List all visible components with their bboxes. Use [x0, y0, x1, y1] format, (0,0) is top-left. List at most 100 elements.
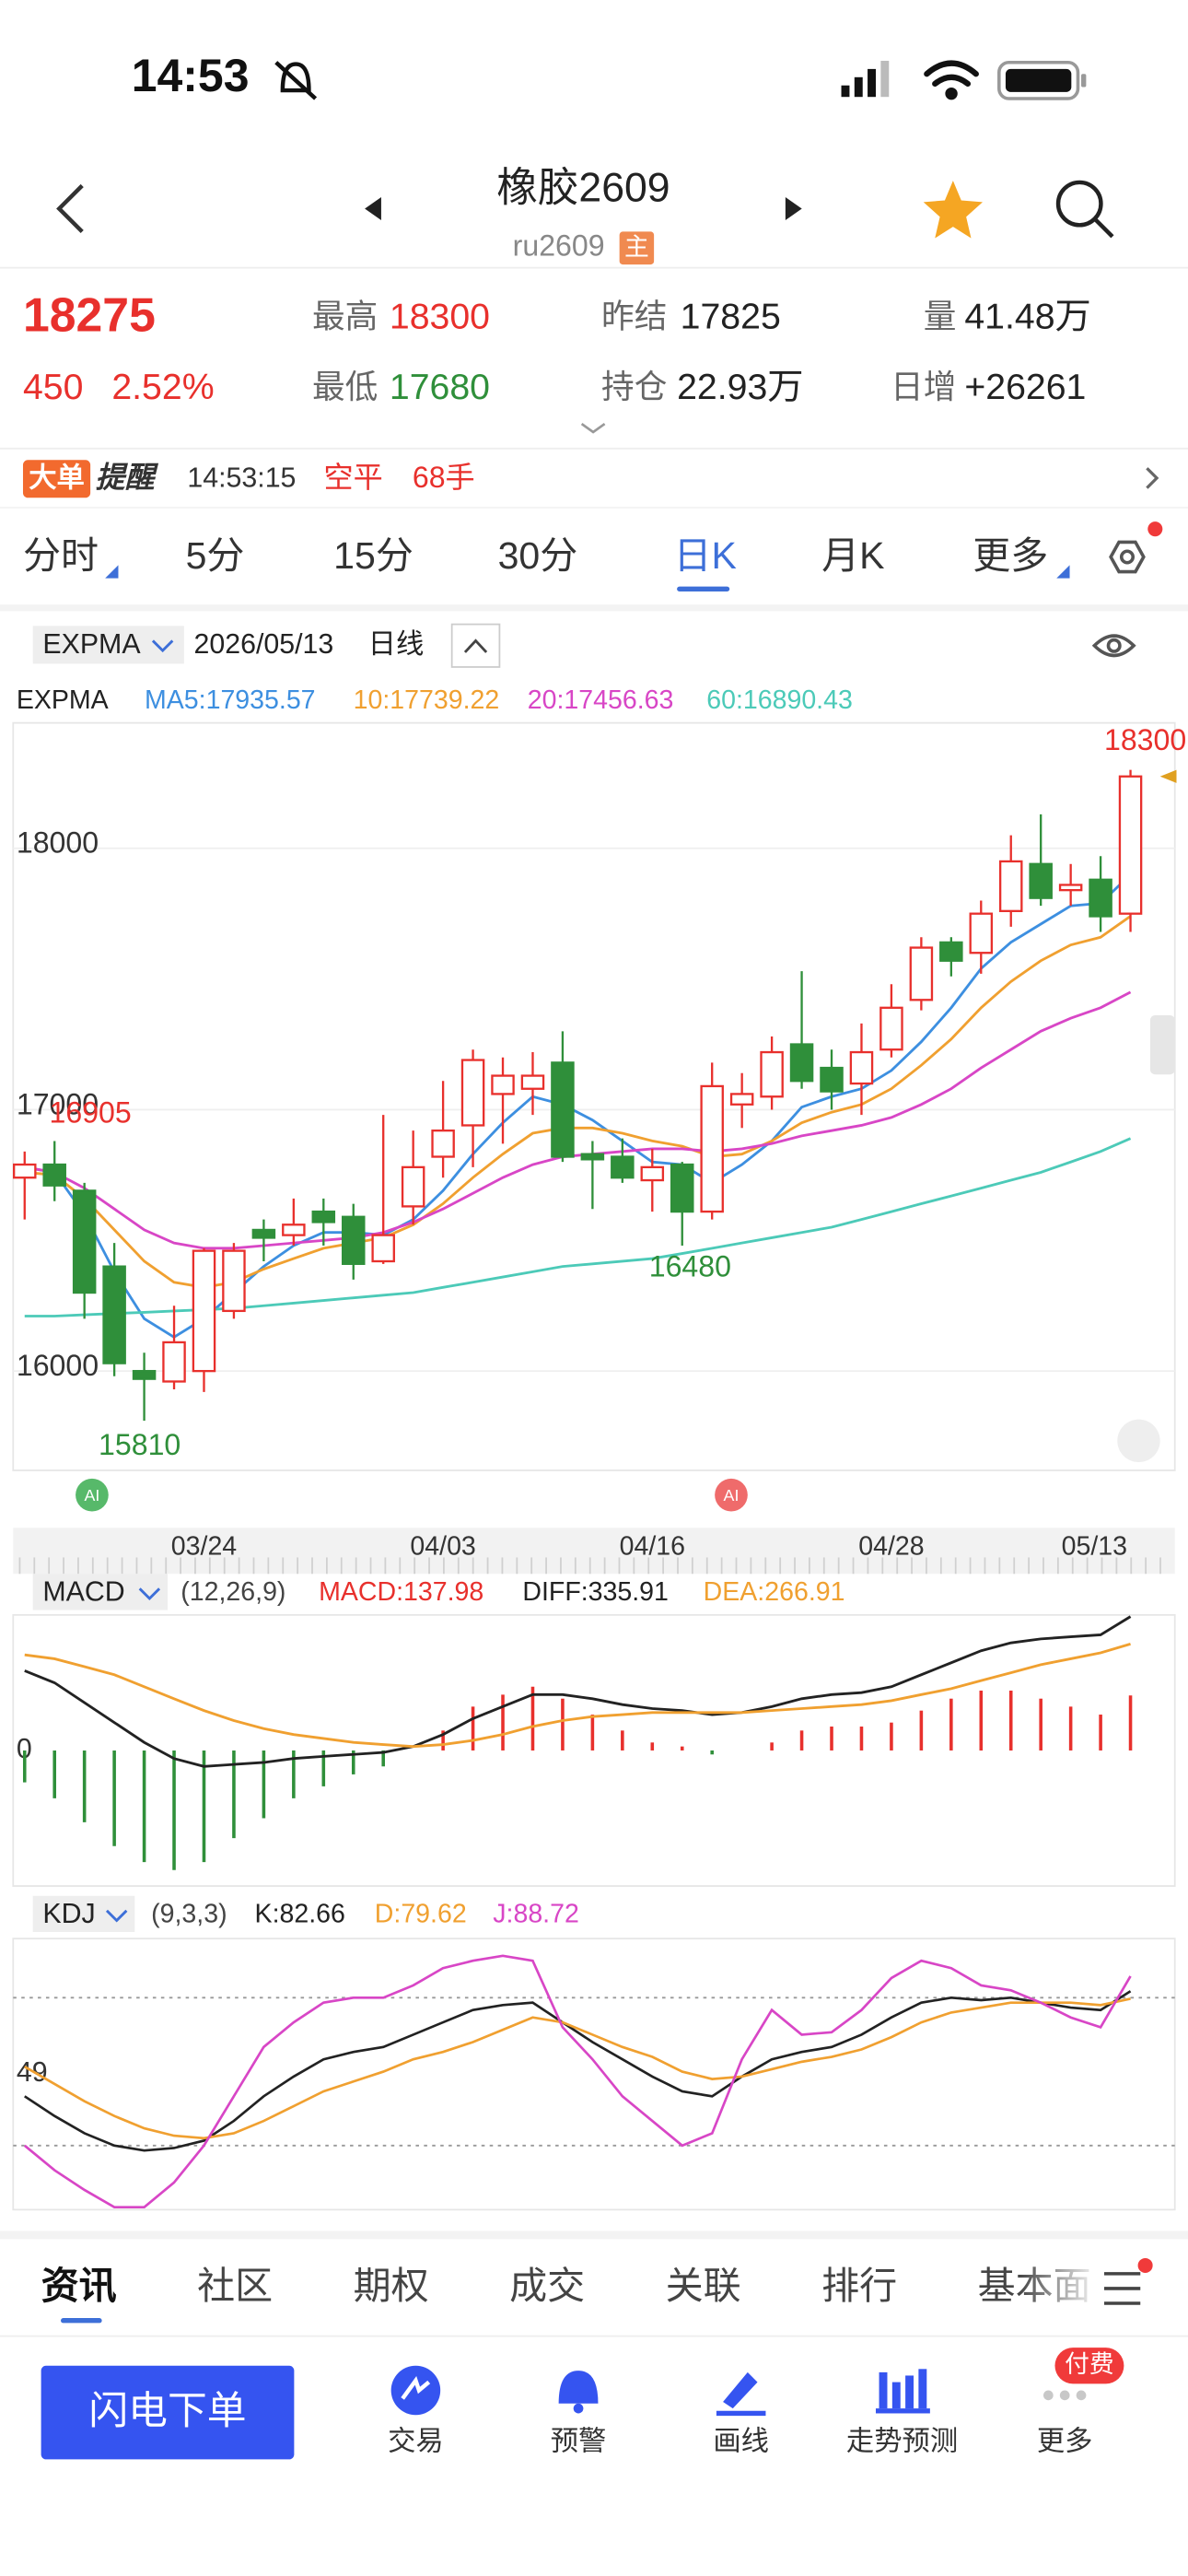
- kdj-line: [23, 1954, 1132, 2209]
- collapse-caret: [463, 638, 488, 653]
- fullscreen-button[interactable]: [1117, 1419, 1160, 1463]
- prev-settle-value: 17825: [681, 296, 781, 336]
- alert-more[interactable]: [1146, 467, 1159, 489]
- info-tab[interactable]: 排行: [821, 2265, 897, 2307]
- period-tab[interactable]: 更多: [973, 534, 1048, 577]
- bottom-actions: 交易 预警 画线 走势预测 更多: [388, 2426, 1092, 2457]
- search-button[interactable]: [1055, 180, 1114, 239]
- dropdown-caret: [105, 1909, 128, 1923]
- expand-quote[interactable]: [580, 422, 606, 434]
- menu-button[interactable]: [1104, 2257, 1153, 2305]
- bottom-action[interactable]: 画线: [713, 2426, 769, 2457]
- wifi-icon: [924, 60, 979, 100]
- volume-label: 量: [924, 298, 957, 334]
- candle-body: [998, 860, 1023, 913]
- order-button-label: 闪电下单: [88, 2389, 246, 2433]
- volume-value: 41.48万: [964, 296, 1090, 336]
- date-label: 05/13: [1062, 1531, 1127, 1561]
- settings-button[interactable]: [1109, 521, 1163, 574]
- date-label: 04/16: [620, 1531, 685, 1561]
- candle-body: [282, 1224, 306, 1236]
- candle-body: [580, 1153, 605, 1161]
- status-time: 14:53: [132, 50, 250, 101]
- kdj-tick-label: 49: [17, 2057, 48, 2088]
- kdj-legend: J:88.72: [493, 1900, 579, 1929]
- ai-marker[interactable]: [76, 1478, 109, 1512]
- dropdown-caret: [138, 1587, 161, 1601]
- period-tab[interactable]: 月K: [821, 534, 884, 577]
- y-tick-label: 18000: [17, 826, 99, 860]
- candle-body: [42, 1163, 66, 1187]
- candle-body: [849, 1050, 874, 1085]
- info-tab[interactable]: 社区: [197, 2265, 273, 2307]
- macd-panel: [12, 1613, 1176, 1887]
- info-tab[interactable]: 关联: [666, 2265, 741, 2307]
- candle-body: [939, 941, 963, 962]
- time-axis: [13, 1528, 1175, 1575]
- back-button[interactable]: [56, 183, 84, 234]
- alert-title: 提醒: [95, 461, 158, 494]
- candle-body: [551, 1061, 575, 1158]
- more-icon: [1042, 2390, 1087, 2401]
- macd-zero-label: 0: [17, 1734, 32, 1764]
- prev-contract[interactable]: [365, 196, 381, 220]
- high-value: 18300: [390, 296, 490, 336]
- period-tab[interactable]: 30分: [498, 534, 578, 577]
- macd-legend: MACD:137.98: [319, 1577, 483, 1607]
- oi-change-value: +26261: [964, 367, 1086, 407]
- divider: [0, 2231, 1188, 2240]
- time-axis-ticks: [18, 1557, 1161, 1575]
- favorite-star[interactable]: [923, 181, 983, 239]
- candle-body: [520, 1074, 545, 1090]
- candle-body: [611, 1155, 635, 1179]
- indicator-select[interactable]: [32, 626, 184, 664]
- tab-fade: [1019, 2250, 1101, 2326]
- kdj-name: KDJ: [42, 1899, 95, 1929]
- candle-body: [401, 1165, 425, 1208]
- candle-body: [640, 1165, 665, 1182]
- candle-body: [909, 946, 934, 1001]
- period-tab[interactable]: 15分: [333, 534, 413, 577]
- candle-body: [13, 1163, 37, 1179]
- candle-body: [491, 1074, 515, 1095]
- macd-params: (12,26,9): [181, 1577, 285, 1607]
- bottom-action[interactable]: 更多: [1037, 2426, 1093, 2457]
- indicator-select[interactable]: [32, 1574, 168, 1610]
- bottom-action[interactable]: 走势预测: [846, 2426, 958, 2457]
- candle-body: [341, 1215, 366, 1265]
- alert-size: 68手: [413, 461, 475, 494]
- alert-time: 14:53:15: [187, 463, 296, 494]
- signal-icon: [841, 60, 890, 98]
- ai-marker[interactable]: [715, 1478, 748, 1512]
- visibility-toggle[interactable]: [1091, 634, 1136, 658]
- candle-body: [1058, 884, 1083, 892]
- candle-body: [1029, 862, 1053, 899]
- side-handle[interactable]: [1149, 1014, 1175, 1075]
- oi-change-label: 日增: [891, 369, 956, 405]
- mute-icon: [274, 61, 318, 100]
- dea-line: [24, 1643, 1131, 1749]
- info-tab[interactable]: 期权: [354, 2265, 429, 2307]
- legend-entry: MA5:17935.57: [145, 685, 316, 715]
- legend-title: EXPMA: [17, 685, 109, 715]
- period-tab[interactable]: 分时: [23, 534, 99, 577]
- divider: [0, 604, 1188, 612]
- price-change: 450: [23, 367, 83, 407]
- main-badge-bg: [619, 231, 655, 265]
- price-annotation: 18300: [1104, 723, 1186, 756]
- info-tab[interactable]: 成交: [509, 2265, 585, 2307]
- next-contract[interactable]: [785, 196, 802, 220]
- date-label: 03/24: [171, 1531, 238, 1561]
- order-button[interactable]: [41, 2365, 295, 2460]
- bottom-action[interactable]: 预警: [551, 2426, 607, 2457]
- bottom-action[interactable]: 交易: [388, 2426, 444, 2457]
- indicator-select[interactable]: [32, 1895, 135, 1932]
- low-value: 17680: [390, 367, 490, 407]
- legend-entry: 10:17739.22: [354, 685, 500, 715]
- info-tab[interactable]: 资讯: [41, 2265, 117, 2307]
- period-tab[interactable]: 5分: [186, 534, 245, 577]
- period-tab[interactable]: 日K: [674, 534, 737, 577]
- macd-legend: DEA:266.91: [704, 1577, 845, 1607]
- active-tab-indicator: [677, 586, 730, 591]
- collapse-button[interactable]: [450, 623, 501, 668]
